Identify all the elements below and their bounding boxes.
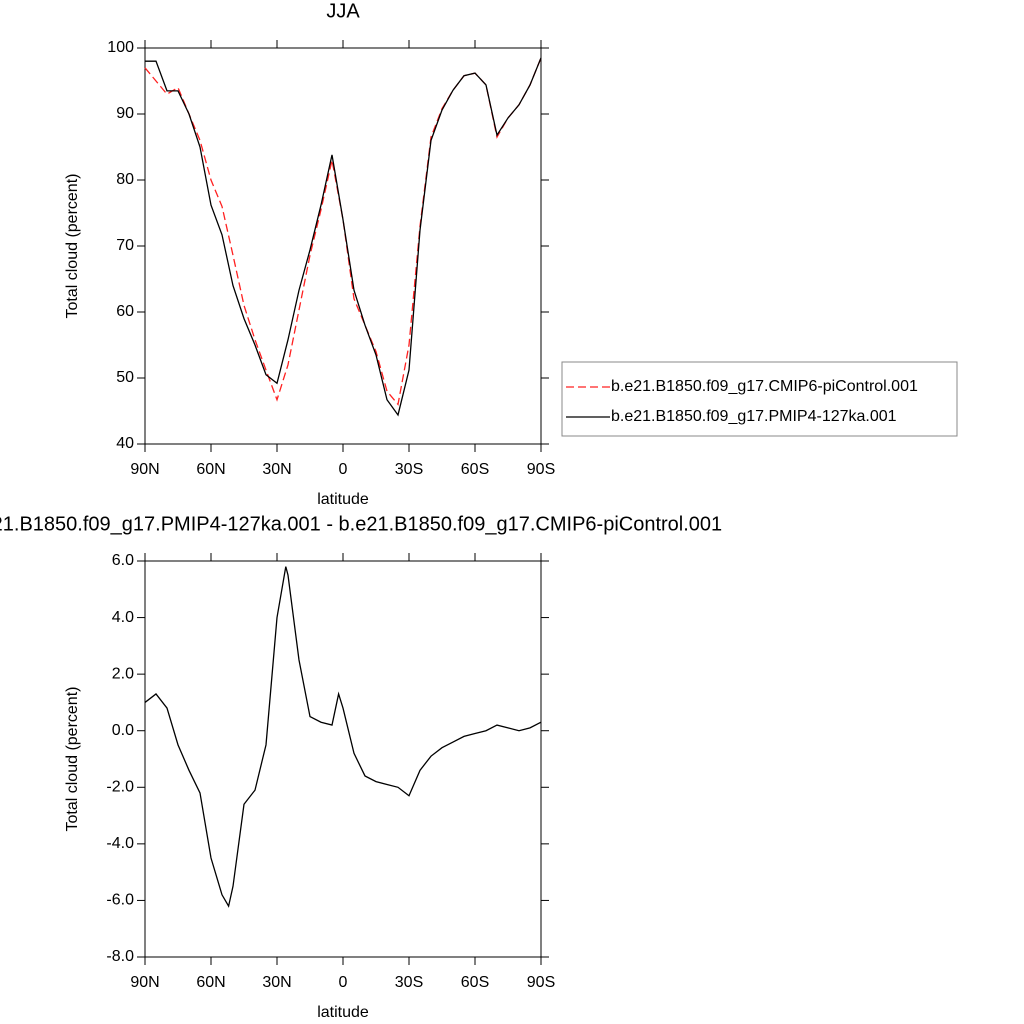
y-tick-label: 40 — [116, 435, 134, 452]
y-tick-label: 0.0 — [112, 722, 134, 739]
x-tick-label: 90N — [130, 461, 159, 478]
series-line — [145, 57, 542, 417]
x-axis-label: latitude — [317, 491, 369, 508]
x-tick-label: 60N — [196, 461, 225, 478]
chart-title: b.e21.B1850.f09_g17.PMIP4-127ka.001 - b.… — [0, 513, 722, 535]
x-tick-label: 90N — [130, 974, 159, 991]
chart-title: JJA — [326, 0, 360, 22]
y-tick-label: 90 — [116, 105, 134, 122]
y-tick-label: 50 — [116, 369, 134, 386]
x-tick-label: 30N — [262, 974, 291, 991]
y-axis-label: Total cloud (percent) — [64, 687, 81, 832]
x-tick-label: 0 — [339, 974, 348, 991]
y-tick-label: 2.0 — [112, 665, 134, 682]
x-tick-label: 60S — [461, 974, 489, 991]
y-tick-label: 70 — [116, 237, 134, 254]
series-line — [144, 57, 542, 406]
plot-frame — [144, 560, 542, 958]
y-tick-label: 6.0 — [112, 552, 134, 569]
chart: JJA 40 50 60 70 80 90 100 90N 60N 30N 0 30S 60S 90S lat… — [64, 0, 958, 508]
y-tick-label: 4.0 — [112, 609, 134, 626]
x-tick-label: 60S — [461, 461, 489, 478]
legend-box — [561, 361, 958, 437]
y-tick-label: 60 — [116, 303, 134, 320]
legend-label: b.e21.B1850.f09_g17.PMIP4-127ka.001 — [611, 408, 897, 425]
x-tick-label: 60N — [196, 974, 225, 991]
y-tick-label: -2.0 — [106, 779, 134, 796]
y-tick-label: 80 — [116, 171, 134, 188]
x-tick-label: 90S — [527, 974, 555, 991]
y-tick-label: -6.0 — [106, 892, 134, 909]
plot-frame — [144, 47, 542, 445]
legend-label: b.e21.B1850.f09_g17.CMIP6-piControl.001 — [611, 378, 918, 395]
x-tick-label: 0 — [339, 461, 348, 478]
series-line — [144, 566, 542, 908]
y-tick-label: 100 — [107, 39, 134, 56]
y-tick-label: -8.0 — [106, 948, 134, 965]
x-tick-label: 90S — [527, 461, 555, 478]
x-tick-label: 30N — [262, 461, 291, 478]
y-tick-label: -4.0 — [106, 835, 134, 852]
chart: b.e21.B1850.f09_g17.PMIP4-127ka.001 - b.… — [0, 513, 722, 1021]
y-axis-label: Total cloud (percent) — [64, 174, 81, 319]
x-axis-label: latitude — [317, 1004, 369, 1021]
x-tick-label: 30S — [395, 974, 423, 991]
x-tick-label: 30S — [395, 461, 423, 478]
